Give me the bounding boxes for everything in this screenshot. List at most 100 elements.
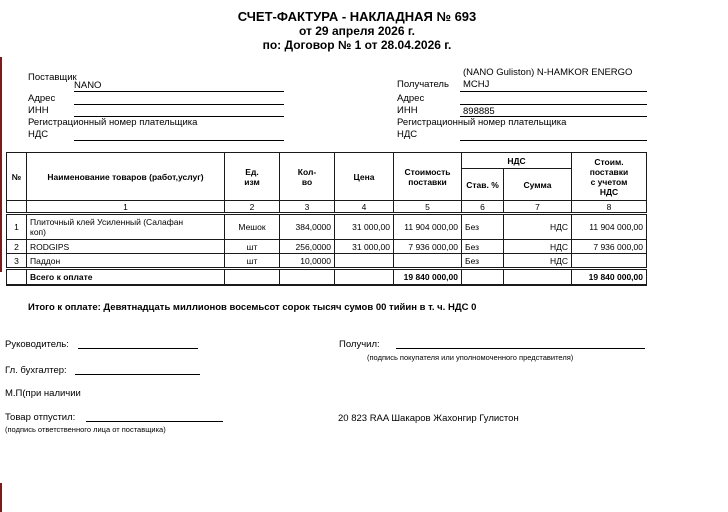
colnum-2: 2	[224, 200, 280, 215]
col-header-qty: Кол- во	[279, 152, 335, 201]
row2-unit: шт	[224, 239, 280, 254]
table-row: 3 Паддон шт 10,0000 Без НДС	[6, 253, 647, 269]
total-empty-num	[6, 267, 27, 286]
row2-num: 2	[6, 239, 27, 254]
recipient-name-underline	[460, 91, 647, 92]
released-note: (подпись ответственного лица от поставщи…	[5, 425, 166, 434]
supplier-vat-line	[74, 140, 284, 141]
accountant-label: Гл. бухгалтер:	[5, 365, 67, 376]
col-header-vat-rate: Став. %	[461, 168, 504, 201]
row3-cost	[393, 253, 462, 269]
row2-qty: 256,0000	[279, 239, 335, 254]
invoice-date: от 29 апреля 2026 г.	[299, 24, 415, 38]
table-row: 1 Плиточный клей Усиленный (Салафан коп)…	[6, 213, 647, 240]
left-edge-red-bar-bottom	[0, 483, 2, 512]
supplier-name-line	[74, 91, 284, 92]
items-table: № Наименование товаров (работ,услуг) Ед.…	[6, 152, 647, 286]
recipient-inn-value: 898885	[463, 106, 495, 117]
row2-price: 31 000,00	[334, 239, 394, 254]
recipient-vat-line	[460, 140, 647, 141]
colnum-3: 3	[279, 200, 335, 215]
total-empty-price	[334, 267, 394, 286]
amount-in-words: Итого к оплате: Девятнадцать миллионов в…	[28, 302, 477, 313]
row2-vat-sum: НДС	[503, 239, 572, 254]
total-cost: 19 840 000,00	[393, 267, 462, 286]
supplier-inn-label: ИНН	[28, 105, 49, 116]
supplier-address-label: Адрес	[28, 93, 56, 104]
colnum-empty	[6, 200, 27, 215]
recipient-inn-line	[460, 116, 647, 117]
col-header-unit: Ед. изм	[224, 152, 280, 201]
total-with-vat: 19 840 000,00	[571, 267, 647, 286]
supplier-vat-label: НДС	[28, 129, 49, 140]
director-signature-line	[78, 348, 198, 349]
footer-code: 20 823 RAA Шакаров Жахонгир Гулистон	[338, 413, 519, 424]
row3-vat-rate: Без	[461, 253, 504, 269]
row1-unit: Мешок	[224, 213, 280, 240]
supplier-address-line	[74, 104, 284, 105]
recipient-vat-label: НДС	[397, 129, 418, 140]
supplier-name: NANO	[74, 80, 102, 91]
row3-price	[334, 253, 394, 269]
recipient-address-label: Адрес	[397, 93, 425, 104]
row3-total	[571, 253, 647, 269]
released-label: Товар отпустил:	[5, 412, 76, 423]
received-signature-line	[396, 348, 645, 349]
colnum-1: 1	[26, 200, 225, 215]
recipient-name-line2: MCHJ	[463, 79, 490, 90]
colnum-8: 8	[571, 200, 647, 215]
recipient-name-line1: (NANO Guliston) N-HAMKOR ENERGO	[463, 67, 633, 78]
recipient-address-line	[460, 104, 647, 105]
supplier-reg-label: Регистрационный номер плательщика	[28, 117, 198, 128]
column-number-row: 1 2 3 4 5 6 7 8	[6, 200, 647, 215]
col-header-num: №	[6, 152, 27, 201]
recipient-label: Получатель	[397, 79, 449, 90]
row1-num: 1	[6, 213, 27, 240]
col-header-price: Цена	[334, 152, 394, 201]
table-total-row: Всего к оплате 19 840 000,00 19 840 000,…	[6, 267, 647, 286]
table-row: 2 RODGIPS шт 256,0000 31 000,00 7 936 00…	[6, 239, 647, 254]
total-empty-unit	[224, 267, 280, 286]
row3-num: 3	[6, 253, 27, 269]
colnum-5: 5	[393, 200, 462, 215]
recipient-reg-label: Регистрационный номер плательщика	[397, 117, 567, 128]
row1-vat-sum: НДС	[503, 213, 572, 240]
col-header-cost: Стоимость поставки	[393, 152, 462, 201]
colnum-4: 4	[334, 200, 394, 215]
invoice-contract: по: Договор № 1 от 28.04.2026 г.	[262, 38, 452, 52]
total-empty-qty	[279, 267, 335, 286]
received-label: Получил:	[339, 339, 380, 350]
row1-vat-rate: Без	[461, 213, 504, 240]
accountant-signature-line	[75, 374, 200, 375]
col-header-total: Стоим. поставки с учетом НДС	[571, 152, 647, 201]
row1-total: 11 904 000,00	[571, 213, 647, 240]
row3-vat-sum: НДС	[503, 253, 572, 269]
supplier-label: Поставщик	[28, 72, 77, 83]
row2-name: RODGIPS	[26, 239, 225, 254]
col-header-name: Наименование товаров (работ,услуг)	[26, 152, 225, 201]
row1-qty: 384,0000	[279, 213, 335, 240]
total-empty-vat-rate	[461, 267, 504, 286]
left-edge-red-bar-top	[0, 57, 2, 272]
colnum-7: 7	[503, 200, 572, 215]
recipient-inn-label: ИНН	[397, 105, 418, 116]
row2-cost: 7 936 000,00	[393, 239, 462, 254]
total-empty-vat-sum	[503, 267, 572, 286]
row2-vat-rate: Без	[461, 239, 504, 254]
received-note: (подпись покупателя или уполномоченного …	[367, 353, 574, 362]
colnum-6: 6	[461, 200, 504, 215]
director-label: Руководитель:	[5, 339, 69, 350]
row1-cost: 11 904 000,00	[393, 213, 462, 240]
col-header-vat-sum: Сумма	[503, 168, 572, 201]
col-header-vat-group: НДС	[461, 152, 572, 169]
invoice-title: СЧЕТ-ФАКТУРА - НАКЛАДНАЯ № 693	[237, 9, 477, 24]
row3-unit: шт	[224, 253, 280, 269]
row1-price: 31 000,00	[334, 213, 394, 240]
stamp-label: М.П(при наличии	[5, 388, 81, 399]
supplier-inn-line	[74, 116, 284, 117]
row3-name: Паддон	[26, 253, 225, 269]
row1-name: Плиточный клей Усиленный (Салафан коп)	[26, 213, 225, 240]
released-signature-line	[86, 421, 223, 422]
row3-qty: 10,0000	[279, 253, 335, 269]
row2-total: 7 936 000,00	[571, 239, 647, 254]
